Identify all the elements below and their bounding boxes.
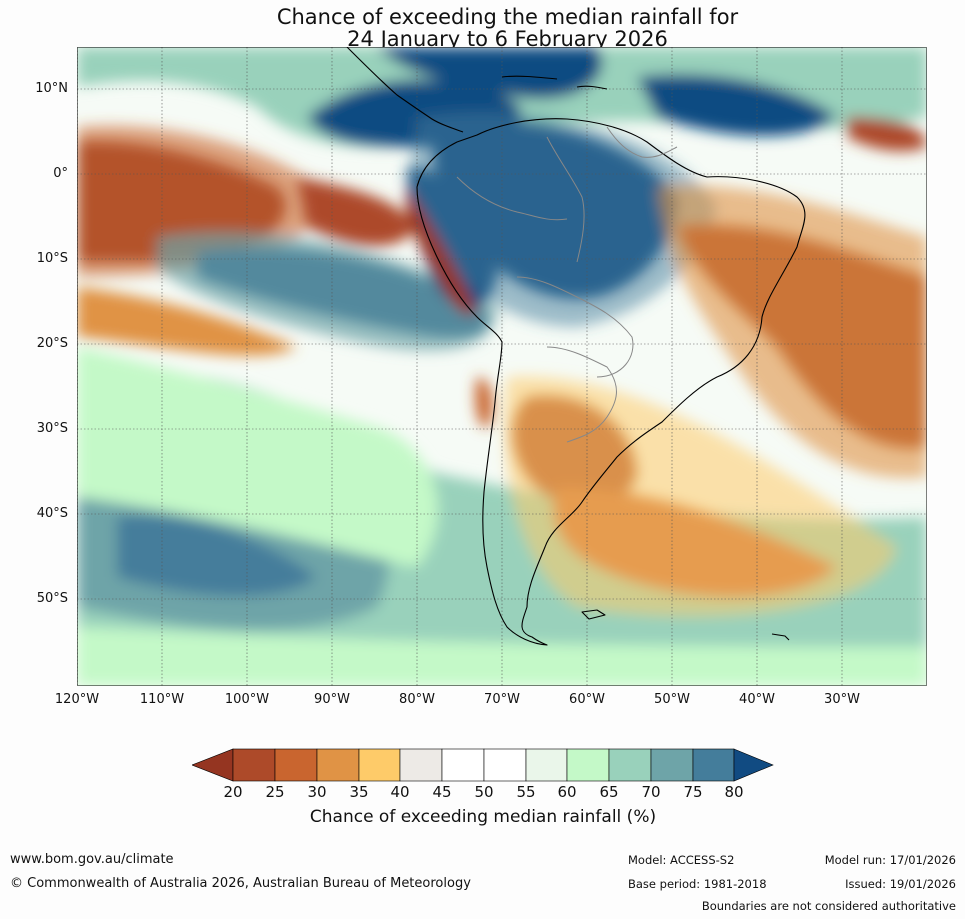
colorbar-swatch bbox=[566, 748, 610, 782]
chile-dry-patch bbox=[475, 377, 493, 428]
colorbar-swatch bbox=[483, 748, 527, 782]
south-america-coast bbox=[416, 118, 806, 646]
title-line-1: Chance of exceeding the median rainfall … bbox=[276, 5, 739, 29]
caribbean-islands bbox=[501, 75, 608, 90]
colorbar-swatch bbox=[274, 748, 318, 782]
brazil-atlantic-halo bbox=[657, 185, 927, 479]
colorbar-swatch bbox=[358, 748, 401, 782]
lon-tick-label: 110°W bbox=[139, 692, 185, 707]
colorbar-tick-label: 30 bbox=[307, 783, 327, 801]
boundary-disclaimer: Boundaries are not considered authoritat… bbox=[701, 899, 956, 913]
colorbar-tick-label: 40 bbox=[390, 783, 410, 801]
colorbar-extend-low bbox=[192, 748, 234, 782]
colorbar-title: Chance of exceeding median rainfall (%) bbox=[309, 807, 657, 827]
ne-atlantic-dry bbox=[847, 117, 927, 152]
rainfall-map bbox=[77, 47, 927, 686]
colorbar-tick-label: 75 bbox=[683, 783, 703, 801]
colorbar-swatch bbox=[232, 748, 276, 782]
country-borders bbox=[456, 126, 678, 443]
colorbar-swatch bbox=[650, 748, 694, 782]
lat-tick-label: 10°S bbox=[36, 251, 68, 266]
colorbar-swatch bbox=[608, 748, 652, 782]
caribbean-blue bbox=[377, 47, 603, 99]
lon-tick-label: 50°W bbox=[654, 692, 690, 707]
copyright-notice: © Commonwealth of Australia 2026, Austra… bbox=[10, 876, 471, 891]
map-frame bbox=[77, 47, 927, 686]
border-guianas bbox=[606, 126, 678, 158]
colorbar-swatch bbox=[441, 748, 485, 782]
colorbar-tick-label: 65 bbox=[599, 783, 619, 801]
border-brazil-west bbox=[546, 136, 585, 263]
border-bolivia bbox=[516, 276, 634, 378]
lat-tick-label: 10°N bbox=[35, 81, 68, 96]
colorbar-tick-label: 70 bbox=[641, 783, 661, 801]
website-link[interactable]: www.bom.gov.au/climate bbox=[10, 852, 174, 867]
south-georgia bbox=[771, 633, 790, 641]
coastline bbox=[346, 47, 806, 646]
border-colombia-peru bbox=[456, 176, 568, 221]
colorbar-swatch bbox=[525, 748, 568, 782]
colorbar-swatch bbox=[316, 748, 360, 782]
andes-dry-strip bbox=[406, 187, 477, 316]
lon-tick-label: 100°W bbox=[224, 692, 270, 707]
lat-tick-label: 20°S bbox=[36, 336, 68, 351]
lon-tick-label: 70°W bbox=[484, 692, 520, 707]
lat-tick-label: 50°S bbox=[36, 591, 68, 606]
south-atlantic-halo bbox=[504, 376, 897, 617]
colorbar-tick-label: 50 bbox=[474, 783, 494, 801]
colorbar-tick-label: 25 bbox=[265, 783, 285, 801]
atlantic-north-blue bbox=[637, 74, 837, 136]
lon-tick-label: 40°W bbox=[739, 692, 775, 707]
lon-tick-label: 30°W bbox=[824, 692, 860, 707]
border-argentina-north bbox=[546, 346, 617, 443]
lon-tick-label: 60°W bbox=[569, 692, 605, 707]
colorbar-tick-label: 35 bbox=[349, 783, 369, 801]
graticule bbox=[77, 47, 927, 686]
lat-tick-label: 40°S bbox=[36, 506, 68, 521]
issued-date: Issued: 19/01/2026 bbox=[845, 877, 956, 891]
colorbar-tick-label: 80 bbox=[724, 783, 744, 801]
lat-tick-label: 30°S bbox=[36, 421, 68, 436]
model-name: Model: ACCESS-S2 bbox=[628, 853, 735, 867]
central-america-coast bbox=[346, 47, 464, 133]
colorbar-tick-label: 20 bbox=[223, 783, 243, 801]
colorbar-extend-high bbox=[733, 748, 774, 782]
title-line-2: 24 January to 6 February 2026 bbox=[347, 27, 668, 51]
equator-dry-east bbox=[297, 177, 417, 246]
base-period: Base period: 1981-2018 bbox=[628, 877, 767, 891]
model-run-date: Model run: 17/01/2026 bbox=[824, 853, 956, 867]
colorbar-tick-label: 55 bbox=[516, 783, 536, 801]
south-pacific-green bbox=[77, 347, 438, 567]
lat-tick-label: 0° bbox=[53, 166, 68, 181]
colorbar-swatch bbox=[399, 748, 443, 782]
falkland-islands bbox=[581, 609, 606, 620]
colorbar-tick-label: 45 bbox=[432, 783, 452, 801]
lon-tick-label: 80°W bbox=[399, 692, 435, 707]
lon-tick-label: 90°W bbox=[314, 692, 350, 707]
colorbar-swatch bbox=[692, 748, 735, 782]
south-pacific-teal-2 bbox=[117, 515, 317, 596]
colorbar bbox=[192, 748, 774, 782]
south-pacific-dry-strip bbox=[77, 287, 297, 356]
lon-tick-label: 120°W bbox=[54, 692, 100, 707]
colorbar-tick-label: 60 bbox=[557, 783, 577, 801]
south-pacific-wet-halo bbox=[157, 231, 497, 351]
